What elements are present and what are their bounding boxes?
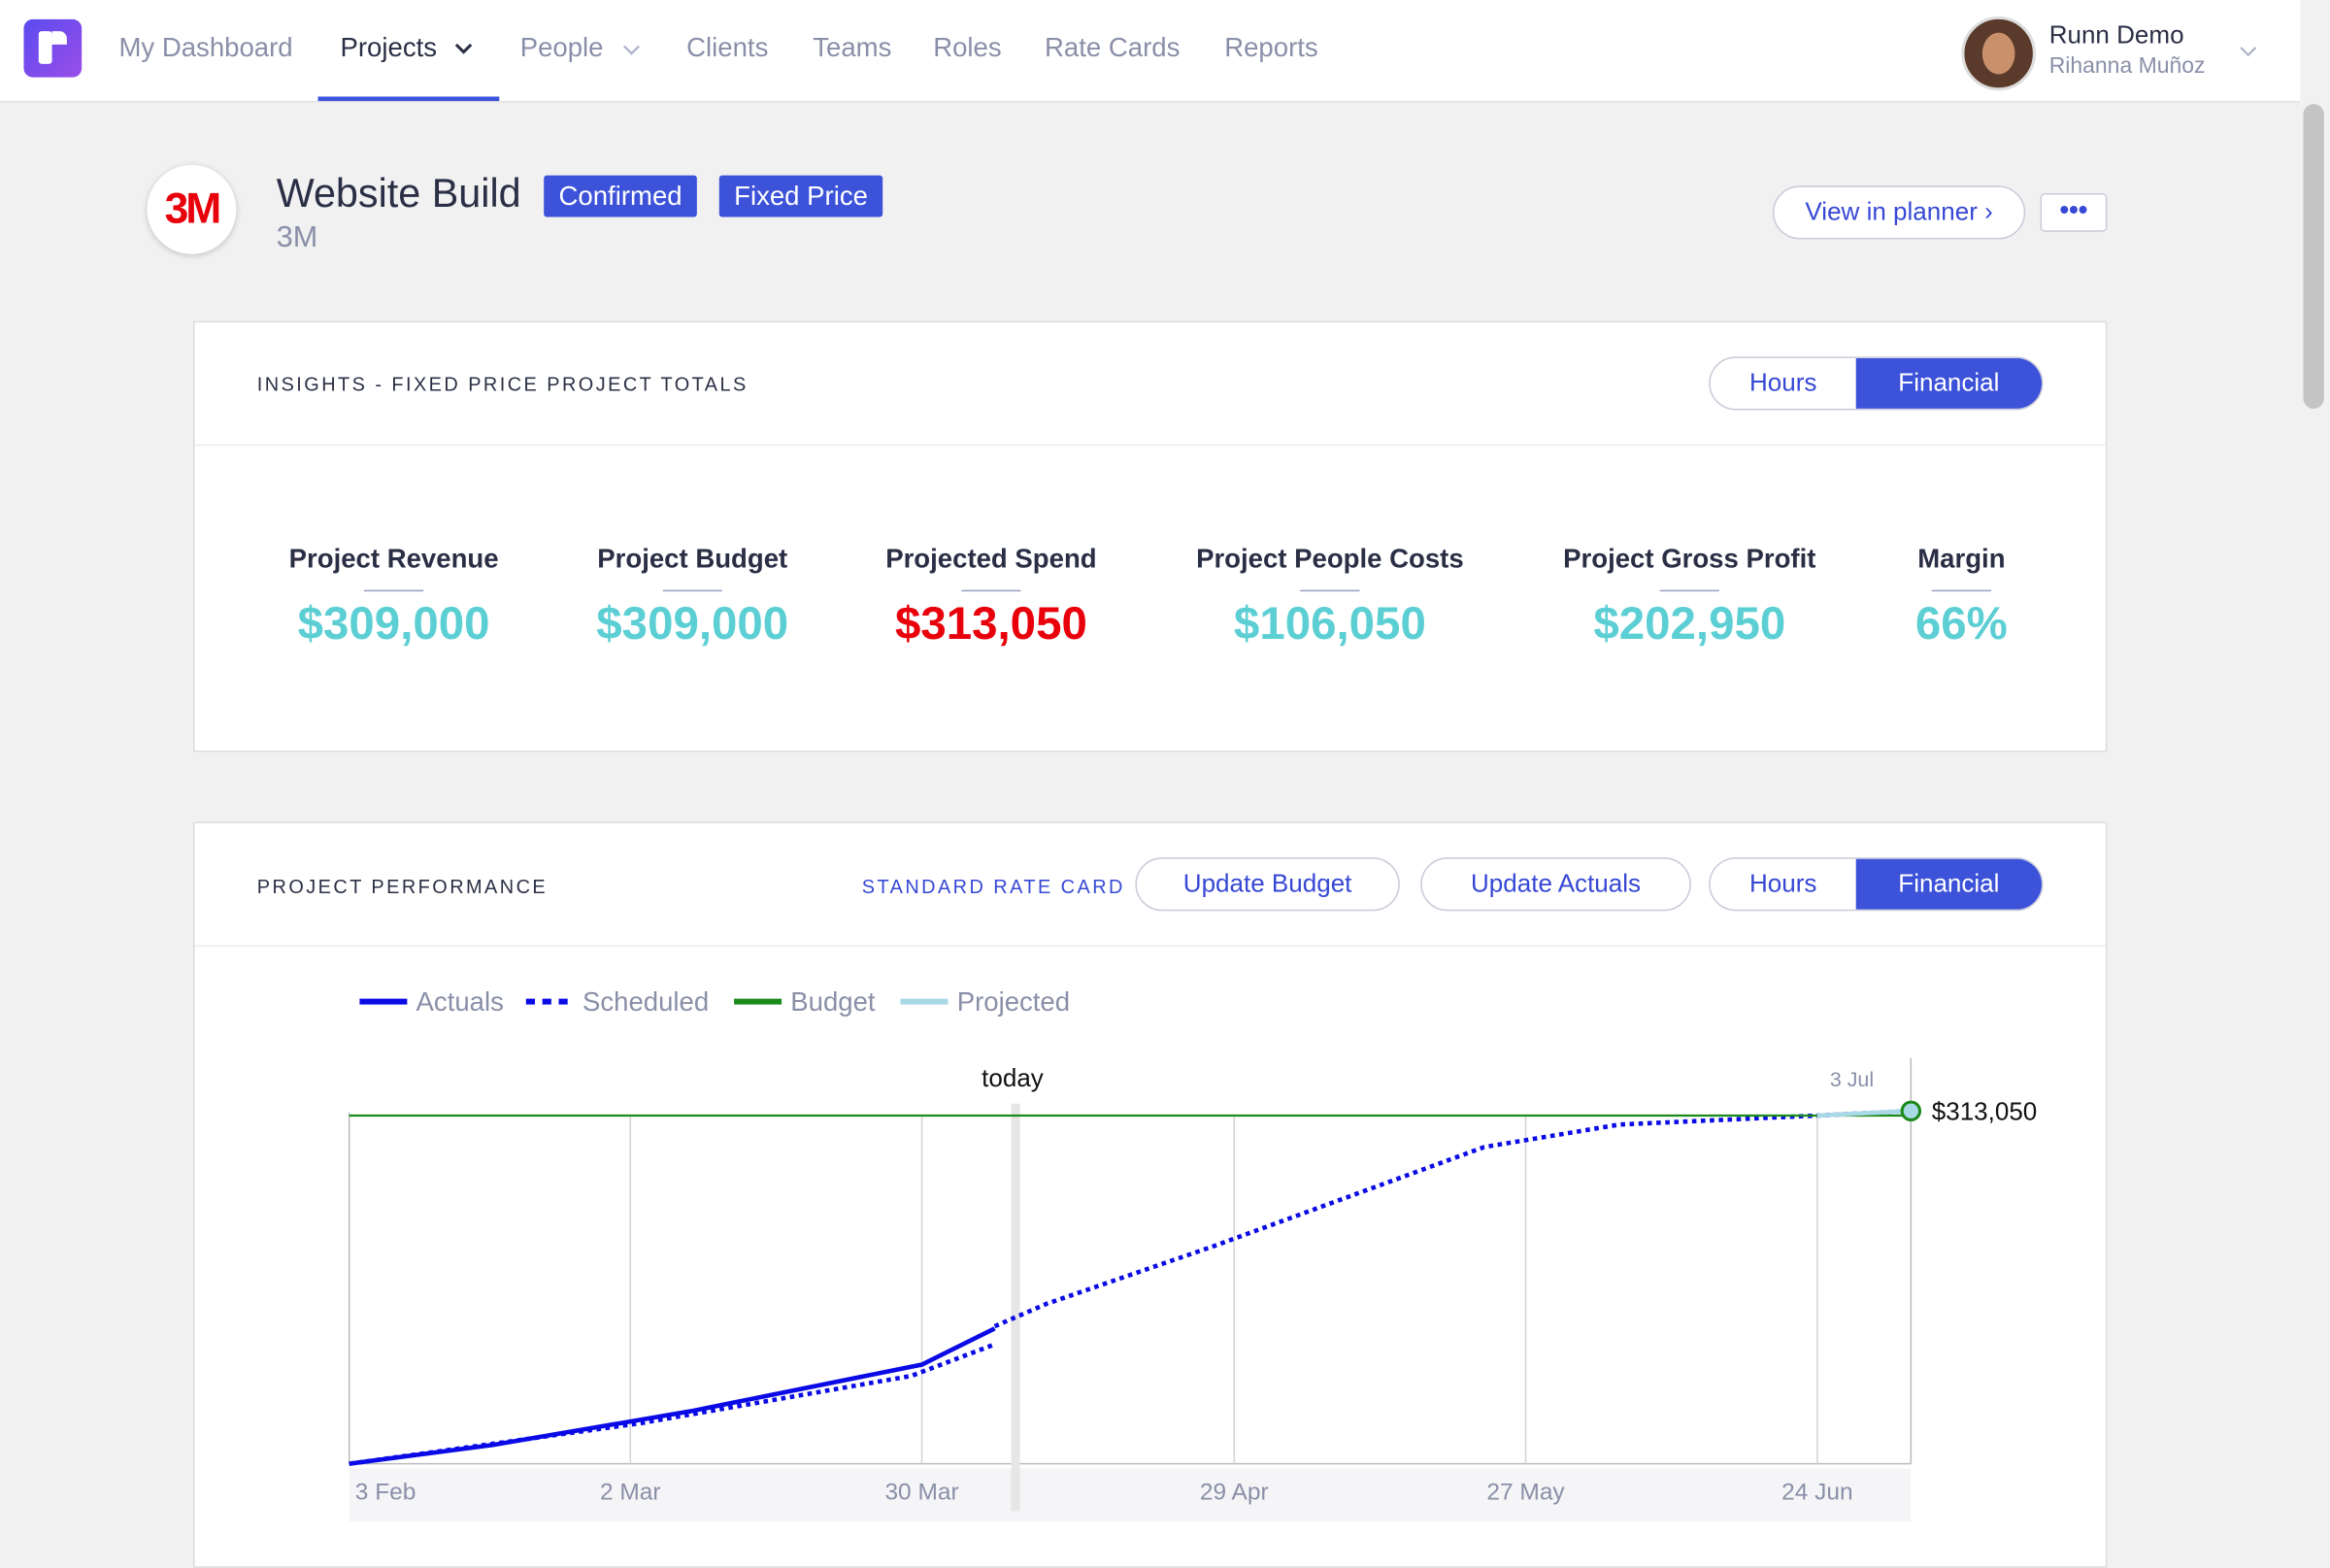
nav-item[interactable]: People (519, 32, 604, 63)
chevron (623, 45, 640, 55)
nav-item[interactable]: Projects (340, 32, 438, 63)
metric: Projected Spend $313,050 (813, 544, 1169, 651)
button-label: View in planner (1805, 197, 1978, 226)
metric: Margin 66% (1783, 544, 2140, 651)
logo-mark (38, 31, 52, 64)
legend-label: Scheduled (582, 986, 709, 1017)
metric-value: 66% (1914, 597, 2008, 650)
pricing-badge: Fixed Price (718, 175, 883, 217)
app-logo[interactable] (23, 18, 83, 78)
legend-label: Projected (957, 986, 1070, 1017)
metric-label: Project Gross Profit (1563, 544, 1816, 574)
nav-item[interactable]: My Dashboard (118, 32, 293, 63)
metric-value: $309,000 (596, 597, 789, 650)
rate-card-link[interactable]: STANDARD RATE CARD (861, 875, 1125, 898)
nav-item[interactable]: Reports (1224, 32, 1318, 63)
nav-item[interactable]: Roles (933, 32, 1002, 63)
metric-label: Project Revenue (288, 544, 499, 574)
x-tick-label: 27 May (1486, 1479, 1565, 1505)
metric-value: $202,950 (1593, 597, 1786, 650)
series-line (349, 1326, 996, 1466)
view-in-planner-button[interactable]: View in planner › (1773, 185, 2026, 240)
divider (194, 945, 2106, 947)
metric-rule (1300, 589, 1360, 592)
x-axis-band (349, 1468, 1912, 1522)
update-budget-button[interactable]: Update Budget (1135, 857, 1400, 912)
more-button[interactable]: ••• (2040, 192, 2108, 232)
metric-label: Margin (1917, 544, 2006, 574)
metric: Project Budget $309,000 (515, 544, 871, 651)
legend-label: Actuals (416, 986, 504, 1017)
today-marker (1011, 1103, 1020, 1512)
x-tick-label: 3 Feb (355, 1479, 416, 1505)
legend-label: Budget (790, 986, 876, 1017)
client-logo: 3M (147, 164, 237, 254)
nav-item[interactable]: Teams (813, 32, 892, 63)
metric-value: $313,050 (894, 597, 1087, 650)
metric: Project Gross Profit $202,950 (1512, 544, 1868, 651)
metric-rule (662, 589, 722, 592)
x-tick-label: 29 Apr (1200, 1479, 1269, 1505)
user-role: Rihanna Muñoz (2048, 53, 2206, 80)
today-label: today (982, 1063, 1044, 1092)
nav-item[interactable]: Rate Cards (1045, 32, 1181, 63)
metric-rule (1931, 589, 1992, 592)
metric-value: $106,050 (1233, 597, 1426, 650)
metric: Project People Costs $106,050 (1151, 544, 1508, 651)
status-badge: Confirmed (544, 175, 697, 217)
metric-label: Projected Spend (885, 544, 1097, 574)
metric-value: $309,000 (297, 597, 490, 650)
metric-rule (961, 589, 1021, 592)
card-title: INSIGHTS - FIXED PRICE PROJECT TOTALS (256, 373, 749, 396)
avatar[interactable] (1961, 16, 2036, 91)
end-point (1900, 1100, 1922, 1121)
divider (194, 444, 2106, 447)
toggle-option[interactable]: Financial (1855, 858, 2043, 910)
update-actuals-button[interactable]: Update Actuals (1420, 857, 1691, 912)
metric-rule (363, 589, 424, 592)
x-tick-label: 2 Mar (600, 1479, 661, 1505)
logo-mark (51, 31, 67, 45)
scrollbar[interactable] (2303, 104, 2324, 409)
insights-card: INSIGHTS - FIXED PRICE PROJECT TOTALS Ho… (192, 320, 2108, 752)
metric-label: Project Budget (597, 544, 788, 574)
x-tick-label: 30 Mar (884, 1479, 958, 1505)
client-name: 3M (276, 221, 318, 254)
toggle-option[interactable]: Hours (1748, 368, 1817, 397)
view-toggle: Hours Financial (1709, 356, 2044, 411)
x-tick-label: 24 Jun (1781, 1479, 1852, 1505)
metric-rule (1659, 589, 1719, 592)
card-title: PROJECT PERFORMANCE (256, 875, 549, 898)
chevron (454, 43, 473, 54)
end-date-label: 3 Jul (1830, 1068, 1874, 1091)
user-name: Runn Demo (2048, 20, 2184, 50)
chevron[interactable] (2238, 45, 2258, 59)
top-bar: My Dashboard Projects People Clients Teams Ro… (0, 0, 2301, 103)
series-line (349, 1108, 1912, 1466)
metric-label: Project People Costs (1196, 544, 1464, 574)
project-title: Website Build (276, 171, 521, 216)
series-line (1816, 1108, 1912, 1118)
active-underline (317, 96, 500, 102)
avatar-face (1981, 32, 2015, 75)
toggle-option[interactable]: Financial (1855, 357, 2043, 409)
metric: Project Revenue $309,000 (216, 544, 572, 651)
end-value-label: $313,050 (1932, 1096, 2038, 1125)
toggle-option[interactable]: Hours (1748, 869, 1817, 898)
nav-item[interactable]: Clients (686, 32, 769, 63)
view-toggle: Hours Financial (1709, 857, 2044, 912)
